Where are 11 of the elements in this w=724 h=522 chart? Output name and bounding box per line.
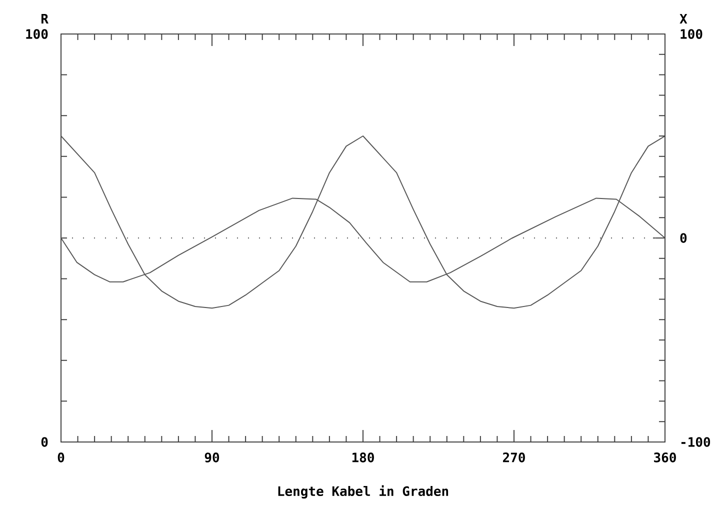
y2-axis-title: X xyxy=(680,14,688,24)
x-tick-label: 0 xyxy=(58,452,64,462)
x-axis-title: Lengte Kabel in Graden xyxy=(278,485,448,499)
y-axis-title: R xyxy=(41,14,48,24)
x-tick-label: 180 xyxy=(352,452,374,462)
x-tick-label: 90 xyxy=(204,452,220,462)
y2-tick-label: -100 xyxy=(681,437,710,447)
x-tick-label: 270 xyxy=(502,452,525,462)
x-tick-label: 360 xyxy=(654,452,676,462)
y2-tick-label: 100 xyxy=(680,29,702,39)
y2-tick-label: 0 xyxy=(680,233,687,243)
